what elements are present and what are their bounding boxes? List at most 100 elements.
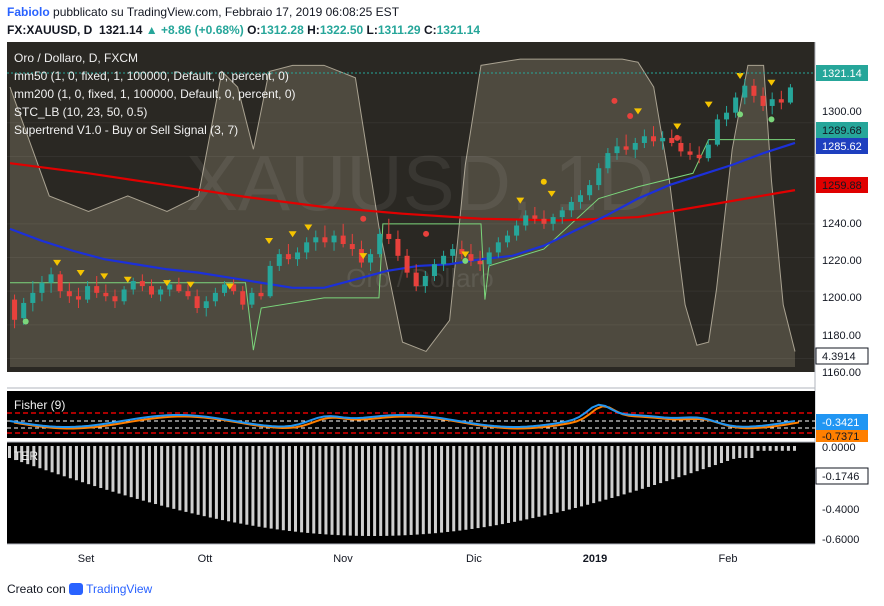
fisher-title[interactable]: Fisher (9) (14, 398, 65, 412)
indicator-supertrend-legend[interactable]: Supertrend V1.0 - Buy or Sell Signal (3,… (14, 123, 238, 137)
candle-body (121, 289, 127, 302)
ter-bar (738, 446, 742, 458)
sell-signal-marker (767, 79, 776, 86)
price-badge-mm200-text: 1259.88 (822, 180, 862, 192)
ter-bar (214, 446, 218, 519)
ter-bar (117, 446, 121, 494)
price-badge-supertrend-text: 1289.68 (822, 125, 862, 137)
candle-body (395, 238, 401, 256)
candle-body (285, 254, 291, 260)
ter-bar (440, 446, 444, 533)
candle-body (75, 296, 81, 300)
signal-dot (462, 257, 469, 264)
time-axis[interactable] (7, 544, 884, 576)
high-value: 1322.50 (319, 23, 364, 37)
sell-signal-marker (76, 270, 85, 277)
ter-bar (701, 446, 705, 470)
chart-area[interactable]: XAUUSD, 1D Oro / Dollaro Oro / Dollaro, … (0, 42, 884, 576)
ter-bar (330, 446, 334, 535)
ter-bar (421, 446, 425, 535)
ter-bar (573, 446, 577, 508)
candle-body (304, 242, 310, 253)
ter-bar (87, 446, 91, 485)
candle-body (12, 299, 18, 320)
fisher-badge-blue (816, 414, 868, 430)
main-pane-title: Oro / Dollaro, D, FXCM (14, 51, 138, 65)
ter-bar (93, 446, 97, 487)
indicator-mm200-legend[interactable]: mm200 (1, 0, fixed, 1, 100000, Default, … (14, 87, 296, 101)
candle-body (742, 85, 748, 98)
ter-bar (111, 446, 115, 492)
candle-body (249, 292, 255, 305)
signal-markers (22, 72, 776, 325)
candle-body (714, 119, 720, 145)
indicator-mm50-legend[interactable]: mm50 (1, 0, fixed, 1, 100000, Default, 0… (14, 69, 289, 83)
candle-body (413, 272, 419, 287)
ter-tick-3: -0.6000 (822, 534, 859, 546)
signal-dot (540, 178, 547, 185)
ter-bar (659, 446, 663, 484)
ter-histogram (8, 446, 796, 536)
tradingview-link[interactable]: TradingView (86, 582, 153, 596)
time-label-2019: 2019 (583, 553, 607, 565)
ter-bar (470, 446, 474, 529)
ter-bar (239, 446, 243, 524)
price-badge-stc (815, 347, 869, 365)
candle-body (103, 292, 109, 297)
open-value: 1312.28 (260, 23, 304, 37)
ter-bar (154, 446, 158, 505)
candle-body (769, 99, 775, 106)
indicator-stc-legend[interactable]: STC_LB (10, 23, 50, 0.5) (14, 105, 147, 119)
signal-dot (674, 134, 681, 141)
sell-signal-marker (673, 123, 682, 130)
watermark-symbol: XAUUSD, 1D (186, 139, 654, 227)
sell-signal-marker (704, 101, 713, 108)
ter-title[interactable]: TER (14, 449, 38, 463)
time-label-feb: Feb (719, 553, 738, 565)
price-badge-close (816, 65, 868, 81)
price-badge-mm200 (816, 177, 868, 193)
ter-bar (500, 446, 504, 525)
signal-dot (611, 97, 618, 104)
candle-body (687, 151, 693, 155)
candle-body (295, 252, 301, 260)
candle-body (441, 255, 447, 265)
fisher-badge-blue-text: -0.3421 (822, 417, 859, 429)
ter-bar (567, 446, 571, 510)
sell-signal-marker (100, 273, 109, 280)
price-tick-1180: 1180.00 (822, 330, 861, 342)
watermark-name: Oro / Dollaro (346, 263, 493, 293)
ter-bar (300, 446, 304, 533)
chart-canvas[interactable]: XAUUSD, 1D Oro / Dollaro Oro / Dollaro, … (0, 42, 884, 576)
author-link[interactable]: Fabiolo (7, 5, 50, 19)
ter-bar (549, 446, 553, 514)
symbol-ohlc-line: FX:XAUUSD, D 1321.14 ▲ +8.86 (+0.68%) O:… (7, 23, 480, 37)
ter-bar (732, 446, 736, 459)
fisher-badge-orange (816, 430, 868, 442)
candle-body (724, 112, 730, 120)
candle-body (267, 265, 273, 297)
candle-body (212, 292, 218, 302)
sell-signal-marker (288, 231, 297, 238)
candle-body (322, 237, 328, 243)
candle-body (623, 146, 629, 150)
ter-bar (744, 446, 748, 458)
ter-bar (713, 446, 717, 466)
candle-body (431, 264, 437, 277)
ter-bar (208, 446, 212, 518)
candle-body (377, 233, 383, 255)
ter-bar (415, 446, 419, 535)
time-label-dic: Dic (466, 553, 482, 565)
candle-body (221, 284, 228, 293)
ter-bar (391, 446, 395, 536)
candle-body (450, 249, 456, 256)
ter-bar (190, 446, 194, 514)
candle-body (276, 254, 282, 266)
ter-bar (689, 446, 693, 474)
price-badge-close-text: 1321.14 (822, 68, 862, 80)
ter-bar (604, 446, 608, 500)
chart-header: Fabiolo pubblicato su TradingView.com, F… (0, 0, 884, 42)
ter-bar (695, 446, 699, 472)
price-tick-1220: 1220.00 (822, 255, 862, 267)
ter-bar (62, 446, 66, 477)
